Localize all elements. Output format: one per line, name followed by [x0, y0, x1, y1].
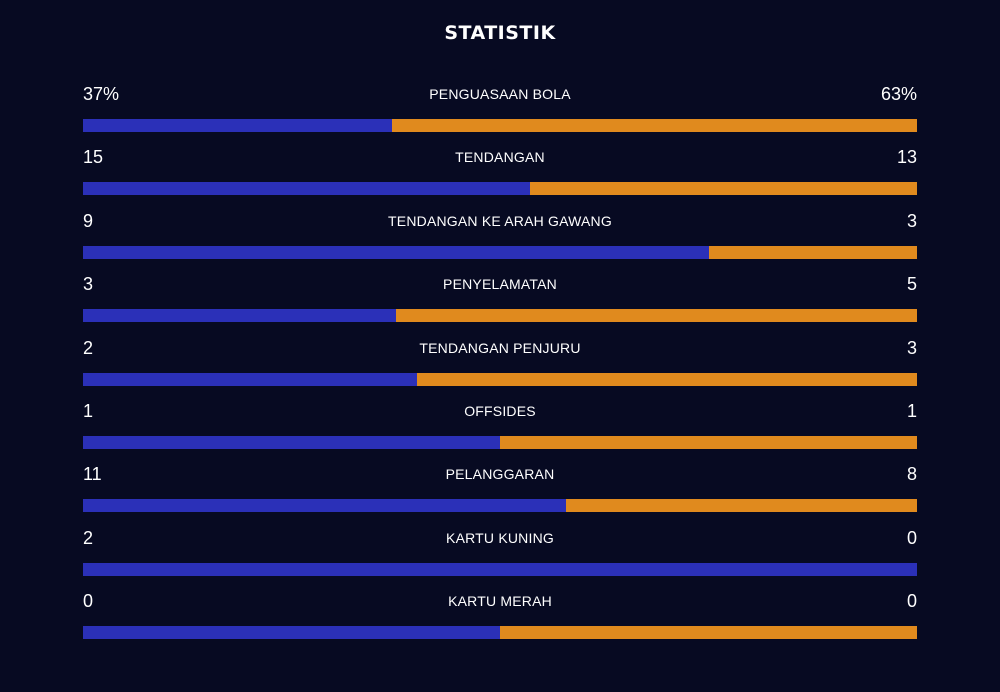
home-bar-fill — [83, 245, 709, 259]
home-bar-fill — [83, 182, 530, 196]
stat-row-offsides: 1 OFFSIDES 1 — [83, 397, 917, 460]
away-value: 0 — [906, 591, 917, 612]
away-value: 0 — [906, 527, 917, 548]
home-value: 2 — [83, 337, 94, 358]
away-value: 3 — [906, 337, 917, 358]
stat-label: OFFSIDES — [464, 402, 536, 419]
home-value: 9 — [83, 210, 94, 231]
stat-label: KARTU KUNING — [446, 529, 554, 546]
away-value: 63% — [880, 84, 917, 104]
stat-label: TENDANGAN PENJURU — [419, 339, 581, 356]
away-value: 8 — [906, 464, 917, 485]
home-bar-fill — [83, 499, 566, 513]
home-value: 0 — [83, 591, 94, 612]
comparison-bar — [83, 245, 917, 259]
stat-label: PENGUASAAN BOLA — [429, 86, 571, 102]
stat-row-possession: 37% PENGUASAAN BOLA 63% — [83, 80, 917, 143]
home-bar-fill — [83, 119, 392, 132]
home-value: 3 — [83, 274, 94, 295]
comparison-bar — [83, 182, 917, 196]
stat-row-shots: 15 TENDANGAN 13 — [83, 143, 917, 206]
home-value: 2 — [83, 527, 94, 548]
stat-label: TENDANGAN KE ARAH GAWANG — [388, 212, 612, 229]
home-bar-fill — [83, 562, 917, 576]
comparison-bar — [83, 499, 917, 513]
away-value: 1 — [906, 400, 917, 421]
stat-row-red-cards: 0 KARTU MERAH 0 — [83, 587, 917, 650]
home-value: 37% — [83, 84, 120, 104]
comparison-bar — [83, 119, 917, 132]
home-bar-fill — [83, 435, 500, 449]
stat-row-fouls: 11 PELANGGARAN 8 — [83, 460, 917, 523]
home-value: 11 — [83, 464, 102, 485]
stat-label: PENYELAMATAN — [443, 276, 557, 293]
stat-label: TENDANGAN — [455, 149, 545, 166]
stat-row-yellow-cards: 2 KARTU KUNING 0 — [83, 524, 917, 587]
stat-label: PELANGGARAN — [445, 466, 555, 483]
page-title: STATISTIK — [444, 22, 556, 44]
comparison-bar — [83, 309, 917, 323]
comparison-bar — [83, 435, 917, 449]
stat-label: KARTU MERAH — [448, 593, 552, 610]
stats-list: 37% PENGUASAAN BOLA 63% 15 TENDANGAN 13 … — [83, 80, 917, 651]
home-value: 15 — [83, 147, 104, 168]
stat-row-saves: 3 PENYELAMATAN 5 — [83, 270, 917, 333]
home-value: 1 — [83, 400, 94, 421]
away-value: 3 — [906, 210, 917, 231]
away-value: 5 — [906, 274, 917, 295]
home-bar-fill — [83, 626, 500, 640]
home-bar-fill — [83, 309, 396, 323]
stat-row-shots-on-target: 9 TENDANGAN KE ARAH GAWANG 3 — [83, 207, 917, 270]
stat-row-corners: 2 TENDANGAN PENJURU 3 — [83, 334, 917, 397]
home-bar-fill — [83, 372, 417, 386]
away-value: 13 — [896, 147, 917, 168]
comparison-bar — [83, 372, 917, 386]
comparison-bar — [83, 626, 917, 640]
comparison-bar — [83, 562, 917, 576]
